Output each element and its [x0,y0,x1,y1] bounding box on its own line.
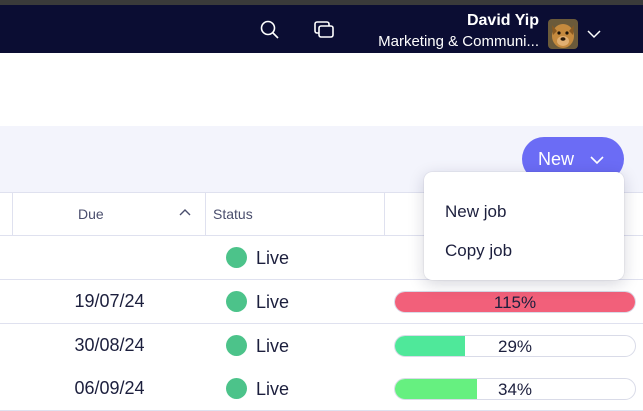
status-text: Live [256,379,290,399]
progress-bar: 34% [394,378,636,400]
search-icon[interactable] [258,18,282,42]
new-dropdown-menu: New job Copy job [424,172,624,280]
top-bar: David Yip Marketing & Communi... [0,0,643,53]
status-text: Live [256,336,290,356]
column-divider [12,193,13,235]
user-team[interactable]: Marketing & Communi... [378,33,539,50]
page-header-area [0,53,643,127]
new-button-label: New [538,149,575,169]
column-divider [205,193,206,235]
progress-label: 29% [497,337,533,356]
table-row[interactable]: 06/09/24 Live 34% [0,367,643,411]
avatar[interactable] [548,19,578,49]
chevron-down-icon[interactable] [586,26,602,42]
progress-bar: 29% [394,335,636,357]
live-status-dot [226,247,247,268]
progress-label: 34% [497,380,533,399]
chevron-down-icon [588,151,606,169]
due-date: 30/08/24 [74,335,145,355]
live-status-dot [226,378,247,399]
menu-item-copy-job[interactable]: Copy job [445,241,513,260]
progress-label: 115% [493,293,537,312]
user-name[interactable]: David Yip [466,12,539,29]
progress-fill [395,336,465,356]
menu-item-new-job[interactable]: New job [445,202,507,221]
progress-fill [395,292,635,312]
progress-bar: 115% [394,291,636,313]
due-date: 06/09/24 [74,378,145,398]
table-row[interactable]: 30/08/24 Live 29% [0,324,643,368]
table-row[interactable]: 19/07/24 Live 115% [0,280,643,324]
status-text: Live [256,248,290,268]
live-status-dot [226,291,247,312]
sort-ascending-icon[interactable] [178,206,192,220]
windows-icon[interactable] [312,18,336,42]
live-status-dot [226,335,247,356]
column-divider [384,193,385,235]
due-date: 19/07/24 [74,291,145,311]
status-text: Live [256,292,290,312]
column-header-status[interactable]: Status [213,206,253,222]
column-header-due[interactable]: Due [12,193,207,235]
progress-fill [395,379,477,399]
